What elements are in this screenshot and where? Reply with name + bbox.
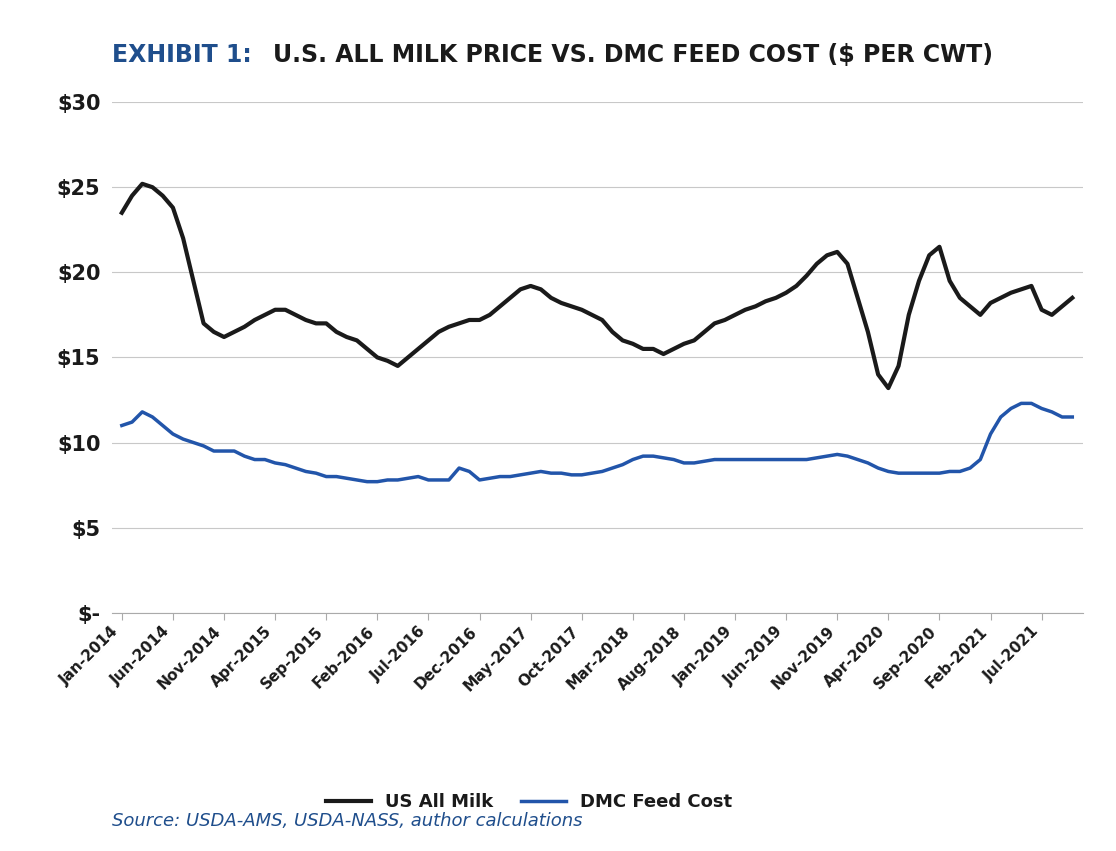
Text: EXHIBIT 1:: EXHIBIT 1: [112, 43, 251, 66]
Legend: US All Milk, DMC Feed Cost: US All Milk, DMC Feed Cost [318, 785, 740, 818]
Text: U.S. ALL MILK PRICE VS. DMC FEED COST ($ PER CWT): U.S. ALL MILK PRICE VS. DMC FEED COST ($… [273, 43, 993, 66]
Text: Source: USDA-AMS, USDA-NASS, author calculations: Source: USDA-AMS, USDA-NASS, author calc… [112, 812, 583, 830]
